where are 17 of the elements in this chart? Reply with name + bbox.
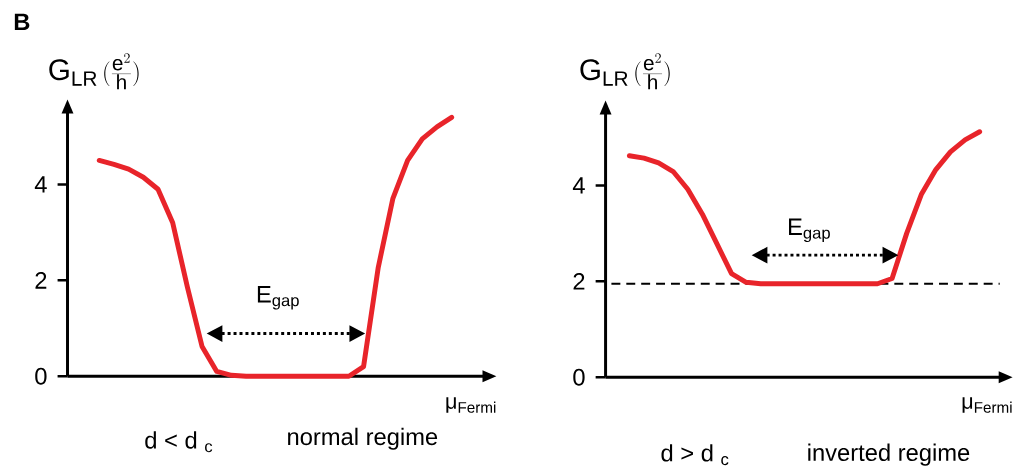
text: d > d $_{c}$ bbox=[661, 444, 729, 466]
y-tick-label: 2 bbox=[35, 272, 47, 289]
y-tick-label: 4 bbox=[34, 176, 47, 193]
annotation: E$_{gap}$ bbox=[257, 286, 299, 310]
x-axis-title: μ$_{Fermi}$ bbox=[446, 397, 496, 414]
y-tick-label: 2 bbox=[573, 273, 585, 290]
x-axis-title: μ$_{Fermi}$ bbox=[962, 397, 1012, 414]
text: inverted regime bbox=[808, 443, 970, 466]
y-tick-label: 0 bbox=[573, 369, 585, 386]
text: d < d $_{c}$ bbox=[145, 431, 213, 453]
y-tick-label: 4 bbox=[572, 177, 585, 194]
text: B bbox=[14, 13, 30, 31]
text: normal regime bbox=[288, 427, 438, 451]
annotation: E$_{gap}$ bbox=[789, 218, 830, 243]
y-axis-title: $\mathrm{G}_{\mathrm{LR}}\,\Big(\frac{\mathrm{e}^{2}}{\mathrm{h}}\Big)$ bbox=[49, 53, 139, 90]
y-axis-title: $\mathrm{G}_{\mathrm{LR}}\,\Big(\frac{\mathrm{e}^{2}}{\mathrm{h}}\Big)$ bbox=[580, 53, 670, 90]
y-tick-label: 0 bbox=[35, 368, 47, 385]
